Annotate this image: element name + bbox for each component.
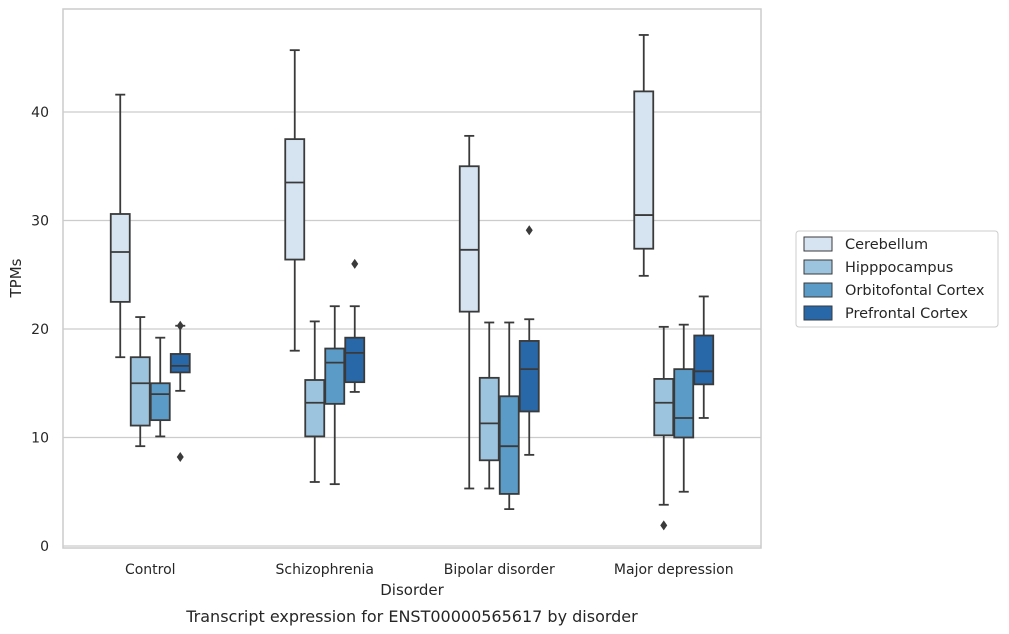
x-tick-label: Bipolar disorder [444,562,555,578]
x-tick-label: Schizophrenia [276,562,374,578]
box-iqr [324,347,346,405]
plot-frame [62,8,762,549]
outlier-point [525,225,533,236]
box-iqr [498,395,520,495]
box-hipppocampus [478,321,500,490]
box-iqr [149,382,171,422]
box-cerebellum [633,34,655,277]
box-cerebellum [109,93,131,359]
y-axis-label: TPMs [7,258,25,298]
outlier-point [176,320,184,331]
y-tick-label: 40 [31,105,49,121]
box-hipppocampus [129,316,151,448]
box-iqr [304,379,326,438]
box-iqr [673,368,695,439]
box-cerebellum [284,49,306,352]
legend-frame [795,230,999,328]
box-iqr [693,334,715,386]
box-prefrontal-cortex [693,295,715,419]
box-hipppocampus [653,325,675,531]
box-iqr [633,90,655,250]
legend-label: Prefrontal Cortex [845,306,968,322]
outlier-point [176,452,184,463]
box-iqr [653,378,675,437]
box-iqr [169,353,191,374]
legend: Cerebellum Hipppocampus Orbitofontal Corte… [795,230,999,328]
box-prefrontal-cortex [518,225,540,456]
legend-label: Hipppocampus [845,260,953,276]
box-prefrontal-cortex [169,320,191,463]
outlier-point [660,520,668,531]
box-orbitofontal-cortex [149,336,171,438]
legend-swatch [803,259,833,275]
box-orbitofontal-cortex [673,323,695,493]
box-iqr [478,376,500,462]
box-iqr [129,356,151,427]
box-iqr [109,213,131,303]
legend-swatch [803,305,833,321]
x-axis-label: Disorder [380,581,444,599]
x-tick-labels: Control Schizophrenia Bipolar disorder Majo… [125,562,734,578]
y-tick-labels: 0 10 20 30 40 [31,105,49,555]
box-prefrontal-cortex [344,258,366,393]
legend-label: Cerebellum [845,237,928,253]
box-groups [109,34,715,531]
chart-caption: Transcript expression for ENST0000056561… [185,607,638,626]
box-orbitofontal-cortex [498,321,520,511]
y-tick-label: 0 [40,539,49,555]
box-iqr [284,138,306,261]
box-hipppocampus [304,320,326,483]
box-iqr [518,340,540,413]
outlier-point [351,258,359,269]
legend-swatch [803,236,833,252]
x-tick-label: Major depression [614,562,734,578]
box-orbitofontal-cortex [324,305,346,486]
y-tick-label: 10 [31,431,49,447]
box-cerebellum [458,134,480,490]
box-iqr [458,165,480,313]
grid-lines [63,111,761,547]
y-tick-label: 30 [31,214,49,230]
legend-label: Orbitofontal Cortex [845,283,985,299]
x-tick-label: Control [125,562,176,578]
y-tick-label: 20 [31,322,49,338]
legend-swatch [803,282,833,298]
box-iqr [344,336,366,384]
